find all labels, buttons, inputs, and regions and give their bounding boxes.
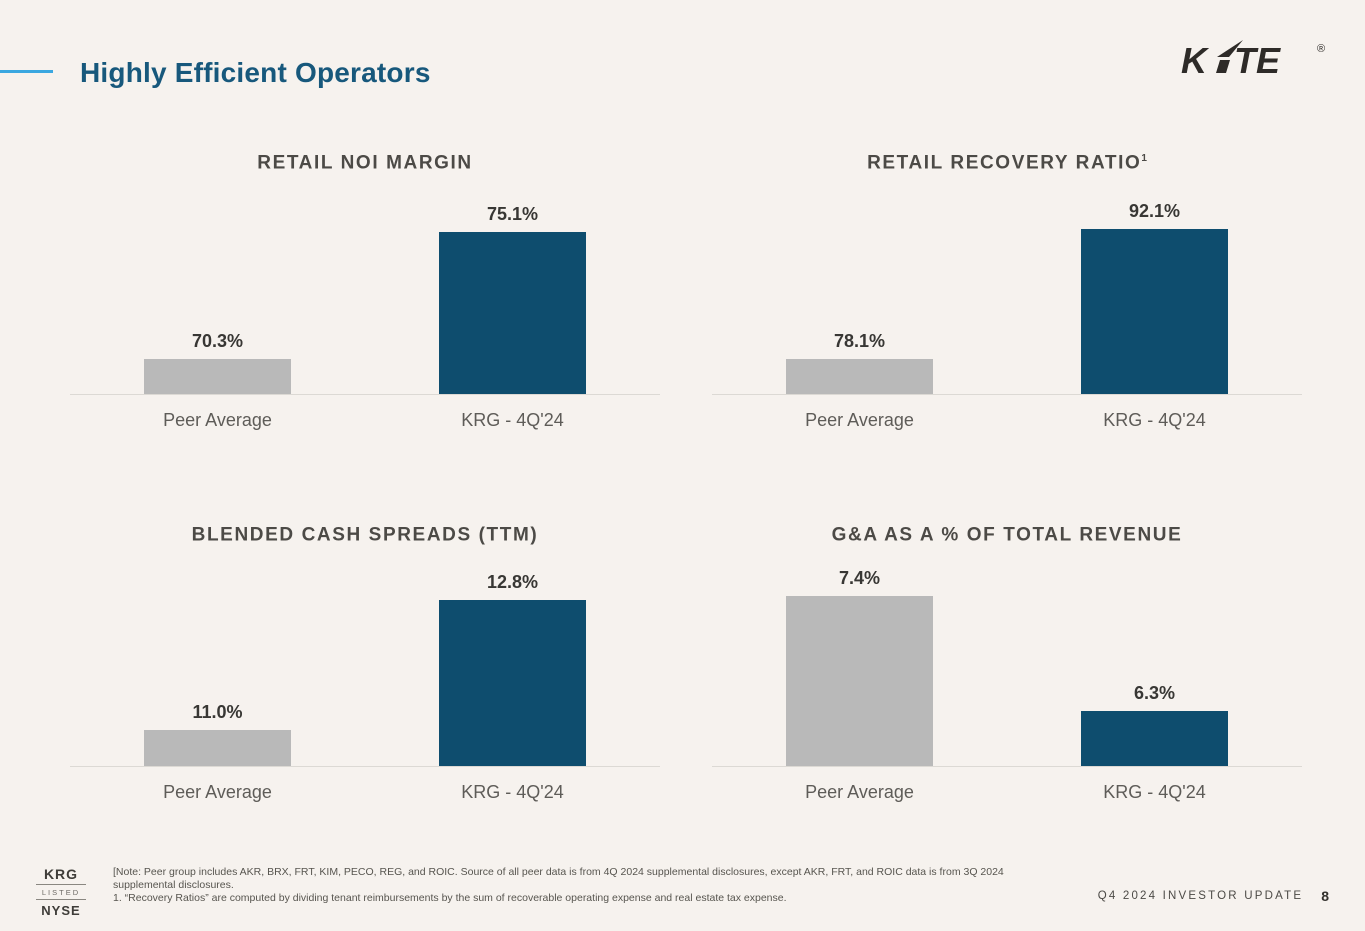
footer-right: Q4 2024 INVESTOR UPDATE 8 bbox=[1098, 888, 1329, 904]
category-label-peer-average: Peer Average bbox=[805, 782, 914, 802]
kite-logo-k: K bbox=[1181, 40, 1210, 80]
bar-group-peer-average: 78.1% bbox=[712, 331, 1007, 394]
chart-title: BLENDED CASH SPREADS (TTM) bbox=[70, 517, 660, 545]
category-labels: Peer Average KRG - 4Q'24 bbox=[712, 781, 1302, 803]
bar-value-label: 92.1% bbox=[1128, 201, 1181, 221]
accent-line bbox=[0, 70, 53, 73]
kite-sail-icon bbox=[1217, 40, 1243, 57]
nyse-listing-badge: KRG LISTED NYSE bbox=[36, 866, 86, 918]
bar-peer-average bbox=[786, 359, 933, 394]
category-label-krg: KRG - 4Q'24 bbox=[461, 410, 564, 430]
chart-retail-noi-margin: RETAIL NOI MARGIN 70.3% 75.1% Peer Avera… bbox=[70, 145, 660, 431]
bar-group-krg: 6.3% bbox=[1007, 683, 1302, 766]
listing-listed-label: LISTED bbox=[36, 885, 86, 900]
category-label-krg: KRG - 4Q'24 bbox=[1103, 410, 1206, 430]
page-title: Highly Efficient Operators bbox=[80, 57, 431, 88]
category-label-peer-average: Peer Average bbox=[805, 410, 914, 430]
bar-group-peer-average: 7.4% bbox=[712, 568, 1007, 766]
plot-area: 11.0% 12.8% bbox=[70, 557, 660, 767]
bar-value-label: 11.0% bbox=[192, 702, 243, 722]
bar-krg bbox=[439, 232, 586, 394]
bar-peer-average bbox=[786, 596, 933, 766]
investor-update-label: Q4 2024 INVESTOR UPDATE bbox=[1097, 890, 1304, 902]
chart-ga-percent-revenue: G&A AS A % OF TOTAL REVENUE 7.4% 6.3% Pe… bbox=[712, 517, 1302, 803]
bar-peer-average bbox=[144, 730, 291, 766]
chart-blended-cash-spreads: BLENDED CASH SPREADS (TTM) 11.0% 12.8% P… bbox=[70, 517, 660, 803]
chart-title-text: RETAIL RECOVERY RATIO bbox=[867, 152, 1142, 174]
bar-group-krg: 92.1% bbox=[1007, 201, 1302, 394]
plot-area: 78.1% 92.1% bbox=[712, 185, 1302, 395]
bar-value-label: 78.1% bbox=[833, 331, 886, 351]
bar-group-krg: 12.8% bbox=[365, 572, 660, 766]
bar-value-label: 12.8% bbox=[486, 572, 539, 592]
chart-retail-recovery-ratio: RETAIL RECOVERY RATIO1 78.1% 92.1% Peer … bbox=[712, 145, 1302, 431]
bar-peer-average bbox=[144, 359, 291, 394]
listing-ticker: KRG bbox=[36, 866, 86, 885]
kite-stem-icon bbox=[1216, 60, 1230, 73]
bar-value-label: 75.1% bbox=[486, 204, 539, 224]
category-labels: Peer Average KRG - 4Q'24 bbox=[70, 409, 660, 431]
bar-value-label: 6.3% bbox=[1133, 683, 1176, 703]
bar-krg bbox=[1081, 229, 1228, 394]
footnotes: [Note: Peer group includes AKR, BRX, FRT… bbox=[113, 866, 1031, 905]
chart-title-text: BLENDED CASH SPREADS (TTM) bbox=[191, 524, 539, 546]
charts-grid: RETAIL NOI MARGIN 70.3% 75.1% Peer Avera… bbox=[70, 145, 1302, 803]
plot-area: 70.3% 75.1% bbox=[70, 185, 660, 395]
kite-logo-te: TE bbox=[1234, 40, 1281, 80]
page-number: 8 bbox=[1321, 888, 1329, 904]
category-labels: Peer Average KRG - 4Q'24 bbox=[712, 409, 1302, 431]
bar-value-label: 7.4% bbox=[838, 568, 881, 588]
chart-title: G&A AS A % OF TOTAL REVENUE bbox=[712, 517, 1302, 545]
chart-title-text: RETAIL NOI MARGIN bbox=[257, 152, 473, 174]
registered-mark: ® bbox=[1317, 43, 1325, 55]
category-label-krg: KRG - 4Q'24 bbox=[461, 782, 564, 802]
chart-title: RETAIL NOI MARGIN bbox=[70, 145, 660, 173]
category-label-peer-average: Peer Average bbox=[163, 782, 272, 802]
chart-title-text: G&A AS A % OF TOTAL REVENUE bbox=[831, 524, 1183, 546]
kite-logo: K TE ® bbox=[1181, 40, 1325, 80]
category-label-krg: KRG - 4Q'24 bbox=[1103, 782, 1206, 802]
bar-group-peer-average: 11.0% bbox=[70, 702, 365, 766]
plot-area: 7.4% 6.3% bbox=[712, 557, 1302, 767]
bar-group-krg: 75.1% bbox=[365, 204, 660, 394]
recovery-ratio-footnote: 1. “Recovery Ratios” are computed by div… bbox=[113, 892, 787, 904]
peer-group-note: [Note: Peer group includes AKR, BRX, FRT… bbox=[113, 866, 1004, 891]
bar-group-peer-average: 70.3% bbox=[70, 331, 365, 394]
chart-title-superscript: 1 bbox=[1141, 153, 1147, 164]
listing-exchange: NYSE bbox=[41, 903, 81, 918]
bar-value-label: 70.3% bbox=[191, 331, 244, 351]
bar-krg bbox=[1081, 711, 1228, 766]
category-label-peer-average: Peer Average bbox=[163, 410, 272, 430]
bar-krg bbox=[439, 600, 586, 766]
chart-title: RETAIL RECOVERY RATIO1 bbox=[712, 145, 1302, 173]
category-labels: Peer Average KRG - 4Q'24 bbox=[70, 781, 660, 803]
